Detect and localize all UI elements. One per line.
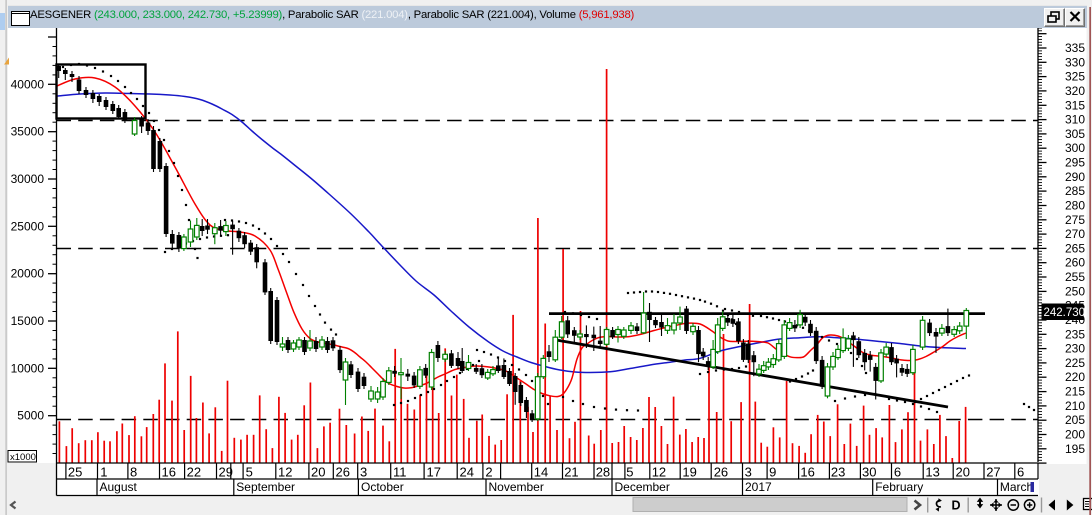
svg-text:x1000: x1000 (10, 452, 36, 463)
svg-text:22: 22 (187, 465, 201, 480)
svg-text:1: 1 (100, 465, 107, 480)
svg-text:D: D (952, 499, 961, 513)
svg-text:29: 29 (219, 465, 233, 480)
svg-text:September: September (236, 480, 295, 494)
svg-text:5000: 5000 (17, 409, 44, 423)
svg-text:16: 16 (162, 465, 176, 480)
svg-text:20000: 20000 (11, 267, 45, 281)
svg-text:17: 17 (427, 465, 441, 480)
svg-text:335: 335 (1065, 41, 1085, 55)
svg-text:28: 28 (596, 465, 610, 480)
svg-text:25000: 25000 (11, 219, 45, 233)
svg-text:242.730: 242.730 (1044, 307, 1086, 319)
svg-text:230: 230 (1065, 342, 1085, 356)
svg-text:320: 320 (1065, 84, 1085, 98)
svg-text:November: November (489, 480, 544, 494)
svg-text:235: 235 (1065, 327, 1085, 341)
svg-text:215: 215 (1065, 385, 1085, 399)
svg-text:255: 255 (1065, 270, 1085, 284)
svg-text:February: February (875, 480, 923, 494)
svg-text:40000: 40000 (11, 77, 45, 91)
svg-text:14: 14 (534, 465, 548, 480)
svg-text:6: 6 (1017, 465, 1024, 480)
svg-text:27: 27 (986, 465, 1000, 480)
svg-text:275: 275 (1065, 213, 1085, 227)
svg-text:10000: 10000 (11, 361, 45, 375)
svg-text:25: 25 (68, 465, 82, 480)
svg-text:265: 265 (1065, 241, 1085, 255)
svg-text:2017: 2017 (745, 480, 772, 494)
svg-text:23: 23 (831, 465, 845, 480)
svg-text:295: 295 (1065, 156, 1085, 170)
svg-text:12: 12 (652, 465, 666, 480)
svg-text:280: 280 (1065, 199, 1085, 213)
svg-text:260: 260 (1065, 256, 1085, 270)
svg-text:220: 220 (1065, 370, 1085, 384)
svg-text:325: 325 (1065, 70, 1085, 84)
svg-text:5: 5 (626, 465, 633, 480)
svg-text:March: March (1000, 480, 1033, 494)
svg-text:2: 2 (485, 465, 492, 480)
svg-text:35000: 35000 (11, 125, 45, 139)
svg-text:195: 195 (1065, 442, 1085, 456)
svg-text:December: December (615, 480, 670, 494)
svg-text:270: 270 (1065, 227, 1085, 241)
svg-text:26: 26 (336, 465, 350, 480)
svg-text:24: 24 (460, 465, 474, 480)
svg-text:16: 16 (800, 465, 814, 480)
svg-text:330: 330 (1065, 55, 1085, 69)
svg-text:August: August (100, 480, 138, 494)
svg-text:9: 9 (769, 465, 776, 480)
svg-text:285: 285 (1065, 184, 1085, 198)
svg-text:20: 20 (311, 465, 325, 480)
svg-text:6: 6 (894, 465, 901, 480)
svg-text:30000: 30000 (11, 172, 45, 186)
svg-text:12: 12 (278, 465, 292, 480)
svg-text:300: 300 (1065, 141, 1085, 155)
svg-text:210: 210 (1065, 399, 1085, 413)
svg-text:13: 13 (925, 465, 939, 480)
svg-text:11: 11 (393, 465, 407, 480)
svg-text:200: 200 (1065, 428, 1085, 442)
svg-text:225: 225 (1065, 356, 1085, 370)
svg-text:October: October (361, 480, 404, 494)
svg-text:8: 8 (130, 465, 137, 480)
svg-text:205: 205 (1065, 413, 1085, 427)
svg-text:5: 5 (246, 465, 253, 480)
svg-text:21: 21 (564, 465, 578, 480)
svg-text:3: 3 (745, 465, 752, 480)
svg-text:315: 315 (1065, 98, 1085, 112)
svg-text:305: 305 (1065, 127, 1085, 141)
svg-text:15000: 15000 (11, 314, 45, 328)
svg-text:20: 20 (956, 465, 970, 480)
svg-text:290: 290 (1065, 170, 1085, 184)
svg-text:3: 3 (360, 465, 367, 480)
svg-text:250: 250 (1065, 284, 1085, 298)
svg-text:310: 310 (1065, 113, 1085, 127)
svg-text:26: 26 (714, 465, 728, 480)
svg-text:19: 19 (682, 465, 696, 480)
svg-text:30: 30 (862, 465, 876, 480)
